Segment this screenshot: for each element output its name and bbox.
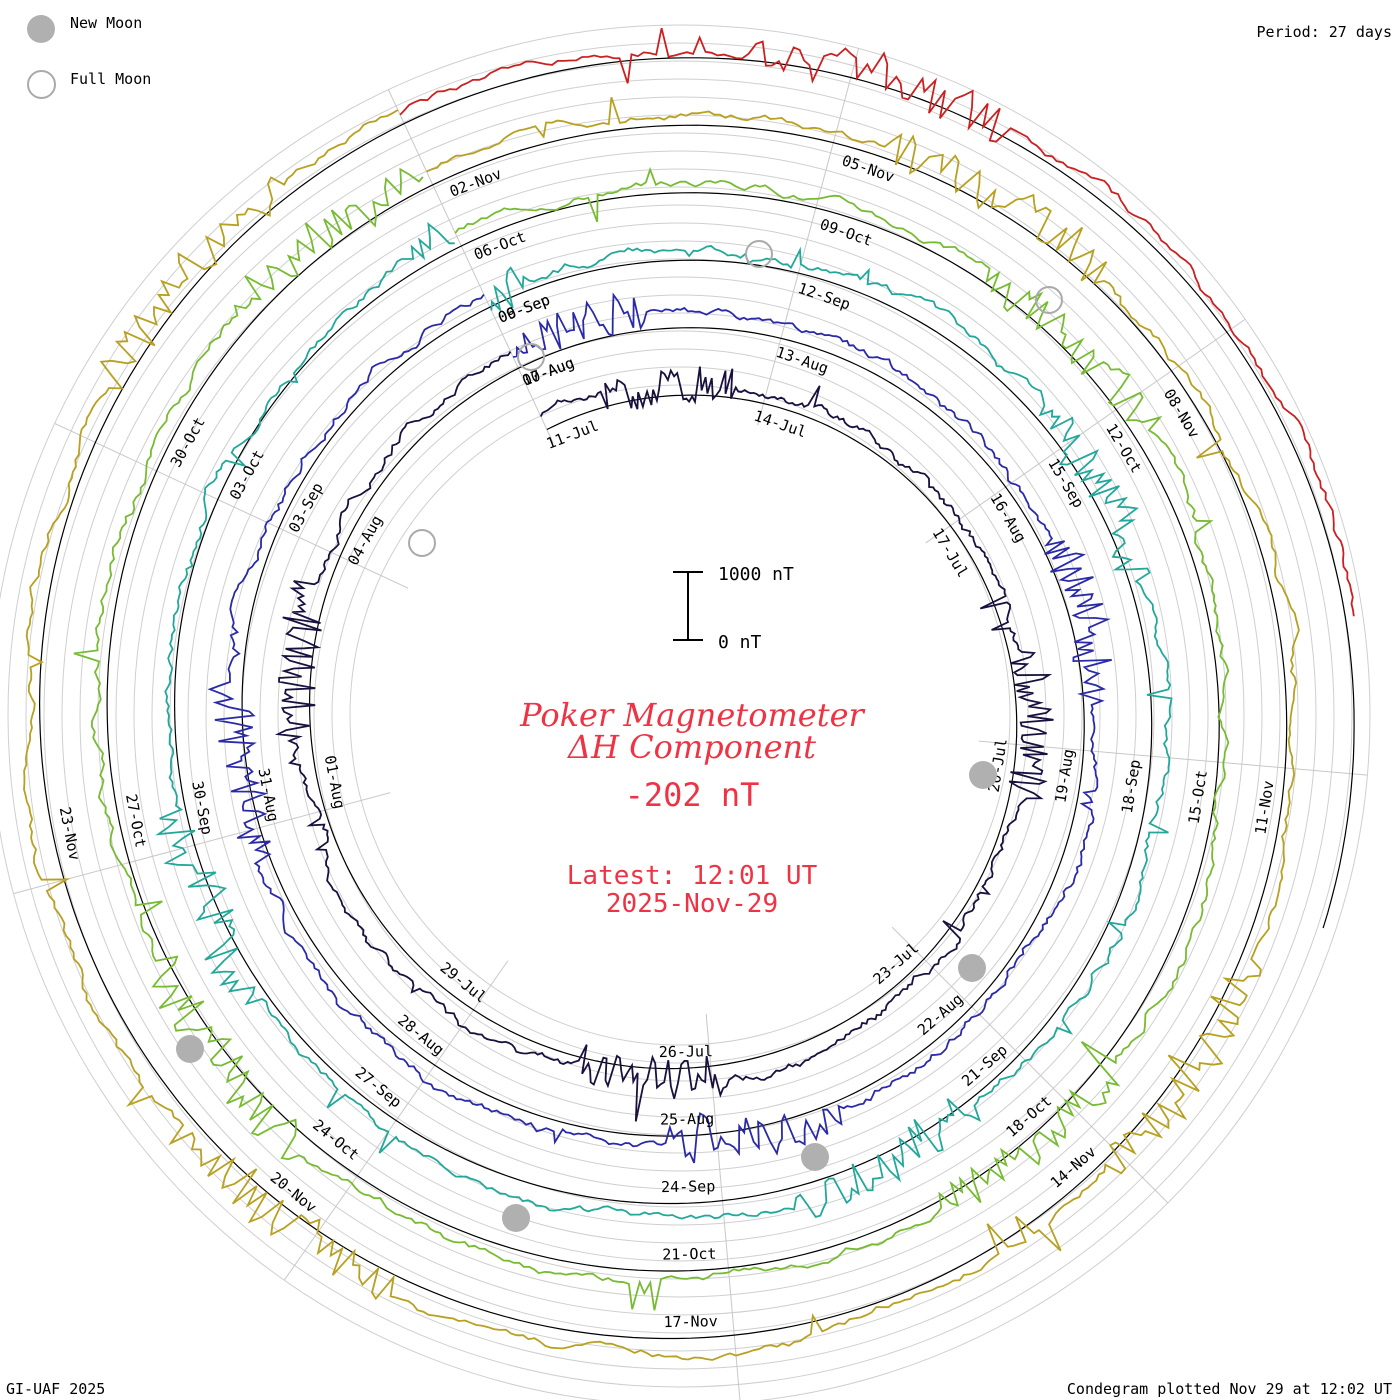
grid-circle [43,78,1317,1352]
date-label: 30-Oct [167,414,209,470]
grid-circle [151,186,1209,1244]
date-label: 18-Oct [1003,1092,1056,1141]
date-label: 18-Sep [1118,758,1144,814]
date-label: 23-Jul [870,939,923,988]
date-label: 06-Oct [471,228,528,264]
current-value: -202 nT [625,776,760,814]
series-line-5 [23,97,1300,1361]
date-label: 08-Nov [1160,386,1203,442]
chart-subtitle: ΔH Component [566,728,816,766]
series-line-6 [399,27,1355,617]
new-moon-marker [969,761,997,789]
grid-circle [7,42,1353,1388]
scale-top-label: 1000 nT [718,564,794,585]
date-label: 11-Jul [544,417,601,453]
date-label: 20-Nov [267,1168,320,1216]
date-label: 15-Oct [1185,769,1211,825]
radial-grid [0,24,1371,1400]
date-label: 10-Aug [520,354,577,390]
plotted-label: Condegram plotted Nov 29 at 12:02 UT [1066,1380,1392,1398]
new-moon-marker [958,954,986,982]
full-moon-marker [745,240,773,268]
new-moon-marker [176,1035,204,1063]
center-title: Poker Magnetometer ΔH Component -202 nT … [519,696,865,919]
spoke [13,792,391,895]
date-label: 13-Aug [774,343,831,378]
spoke [54,422,409,589]
grid-circle [295,330,1065,1100]
date-label: 04-Aug [344,512,386,568]
scale-bottom-label: 0 nT [718,632,762,653]
reference-spiral [38,57,1355,1340]
grid-circle [0,24,1371,1400]
series-line-2 [207,292,1112,1164]
full-moon-marker [1035,286,1063,314]
date-label: 25-Aug [660,1110,714,1129]
full-moon-legend-label: Full Moon [70,70,152,88]
grid-circle [25,60,1335,1370]
latest-time: Latest: 12:01 UT [567,861,818,891]
date-label: 17-Nov [663,1312,717,1331]
date-label: 03-Oct [226,447,268,503]
date-label: 12-Sep [796,279,853,314]
date-label: 14-Jul [752,407,809,442]
date-label: 24-Sep [661,1177,715,1196]
date-label: 03-Sep [285,480,327,536]
grid-circle [259,294,1101,1136]
new-moon-marker [502,1204,530,1232]
grid-circle [331,366,1029,1064]
grid-circle [133,168,1227,1262]
latest-date: 2025-Nov-29 [606,889,778,919]
grid-circle [313,348,1047,1082]
new-moon-legend-icon [27,15,55,43]
date-label: 11-Nov [1251,779,1277,835]
spoke [387,89,554,444]
date-label: 24-Oct [309,1116,362,1164]
moon-markers [176,240,1063,1232]
series-line-3 [155,222,1173,1220]
grid-circle [187,222,1173,1208]
date-label: 23-Nov [56,805,84,862]
date-label: 28-Aug [394,1011,447,1059]
date-label: 29-Jul [437,958,490,1006]
date-label: 21-Oct [662,1245,716,1264]
date-label: 16-Aug [986,490,1029,546]
period-label: Period: 27 days [1256,23,1392,41]
grid-circle [223,258,1137,1172]
grid-circle [97,132,1263,1298]
grid-circle [61,96,1299,1334]
credit-label: GI-UAF 2025 [6,1380,106,1398]
date-label: 31-Aug [254,767,282,824]
data-traces [23,27,1355,1361]
date-label: 21-Sep [958,1041,1011,1090]
full-moon-legend-icon [27,70,56,99]
date-label: 17-Jul [929,525,972,581]
spoke [891,926,1169,1204]
new-moon-marker [801,1143,829,1171]
full-moon-marker [517,343,545,371]
zero-baseline [38,57,1355,1340]
chart-title: Poker Magnetometer [519,696,865,734]
spoke [705,1013,741,1400]
date-label: 05-Nov [840,151,897,186]
spoke [925,318,1246,544]
grid-circle [205,240,1155,1190]
series-line-4 [73,166,1230,1311]
date-label: 26-Jul [659,1042,713,1061]
spoke [757,48,860,426]
new-moon-legend-label: New Moon [70,14,143,32]
grid-circle [277,312,1083,1118]
grid-circle [169,204,1191,1226]
scale-bar: 1000 nT 0 nT [673,564,794,653]
series-line-1 [274,351,1054,1122]
full-moon-marker [408,529,436,557]
